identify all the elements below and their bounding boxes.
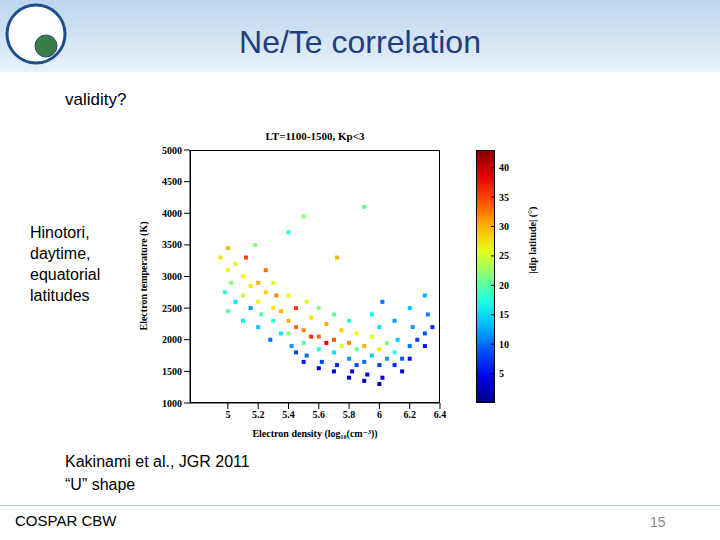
svg-text:40: 40 [499,162,509,173]
svg-text:5: 5 [499,368,504,379]
svg-text:2000: 2000 [162,334,182,345]
svg-text:3500: 3500 [162,239,182,250]
html-text:Hinotori,: Hinotori, [30,224,90,241]
svg-text:5: 5 [225,409,230,420]
svg-text:6: 6 [377,409,382,420]
svg-text:4500: 4500 [162,176,182,187]
html-text:COSPAR CBW: COSPAR CBW [15,512,117,529]
html-text:LT=1100-1500, Kp<3: LT=1100-1500, Kp<3 [265,130,365,142]
svg-text:5.4: 5.4 [282,409,295,420]
svg-text:20: 20 [499,280,509,291]
svg-text:2500: 2500 [162,303,182,314]
svg-text:10: 10 [499,339,509,350]
html-text:latitudes: latitudes [30,287,90,304]
html-text:Kakinami et al., JGR 2011: Kakinami et al., JGR 2011 [65,453,250,470]
html-text:Electron temperature (K): Electron temperature (K) [137,221,149,331]
html-text:equatorial: equatorial [30,266,101,283]
html-text:daytime,: daytime, [30,245,91,262]
svg-text:1500: 1500 [162,366,182,377]
svg-text:4000: 4000 [162,208,182,219]
svg-text:5.8: 5.8 [343,409,356,420]
svg-text:6.2: 6.2 [403,409,416,420]
svg-text:5.6: 5.6 [313,409,326,420]
html-text:Ne/Te correlation: Ne/Te correlation [239,24,481,60]
svg-text:1000: 1000 [162,398,182,409]
svg-text:25: 25 [499,250,509,261]
html-text:|dip latitude| (°): |dip latitude| (°) [526,206,538,274]
svg-text:5.2: 5.2 [252,409,265,420]
svg-text:3000: 3000 [162,271,182,282]
html-text:“U” shape: “U” shape [65,476,136,493]
svg-text:15: 15 [499,309,509,320]
svg-text:30: 30 [499,221,509,232]
svg-text:35: 35 [499,192,509,203]
html-text:validity?: validity? [65,90,127,109]
svg-text:5000: 5000 [162,145,182,156]
svg-text:6.4: 6.4 [434,409,447,420]
html-text:Electron density (log₁₀(cm⁻³)): Electron density (log₁₀(cm⁻³)) [252,428,378,439]
html-text:15: 15 [650,514,666,530]
